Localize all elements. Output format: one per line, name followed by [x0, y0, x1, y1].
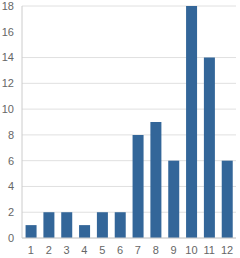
svg-text:1: 1 [28, 244, 34, 256]
svg-text:4: 4 [81, 244, 87, 256]
svg-text:2: 2 [46, 244, 52, 256]
svg-text:11: 11 [204, 244, 215, 256]
svg-text:10: 10 [185, 244, 197, 256]
svg-text:12: 12 [221, 244, 232, 256]
svg-text:12: 12 [8, 77, 14, 89]
svg-text:8: 8 [153, 244, 159, 256]
svg-text:2: 2 [8, 206, 14, 218]
svg-text:6: 6 [8, 155, 14, 167]
svg-text:16: 16 [8, 26, 14, 38]
svg-text:0: 0 [8, 232, 14, 244]
svg-text:7: 7 [135, 244, 141, 256]
svg-text:6: 6 [117, 244, 123, 256]
svg-text:5: 5 [99, 244, 105, 256]
svg-text:14: 14 [8, 51, 14, 63]
svg-text:3: 3 [64, 244, 70, 256]
svg-text:18: 18 [8, 0, 14, 12]
svg-text:10: 10 [8, 103, 14, 115]
svg-text:8: 8 [8, 129, 14, 141]
svg-text:4: 4 [8, 180, 14, 192]
svg-text:9: 9 [171, 244, 177, 256]
